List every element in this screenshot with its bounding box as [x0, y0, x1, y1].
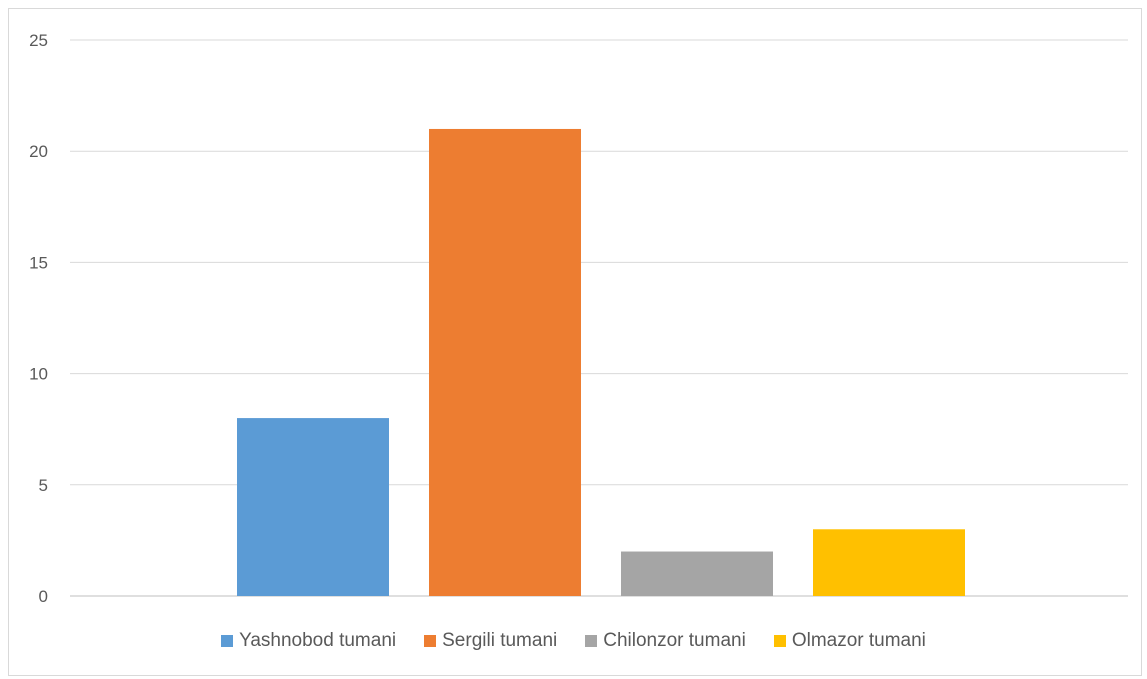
y-tick-label: 5: [39, 476, 48, 495]
legend-label: Sergili tumani: [442, 630, 558, 651]
legend-item: Yashnobod tumani: [221, 630, 396, 652]
legend-swatch: [773, 635, 786, 647]
legend-label: Olmazor tumani: [791, 630, 926, 651]
y-tick-label: 20: [29, 142, 48, 161]
bar-sergili-tumani: [429, 128, 581, 596]
legend-item: Olmazor tumani: [773, 630, 926, 652]
y-tick-label: 15: [29, 253, 48, 272]
bar-yashnobod-tumani: [237, 418, 389, 596]
legend-swatch: [585, 635, 598, 647]
legend-swatch: [424, 635, 437, 647]
legend-item: Chilonzor tumani: [585, 630, 746, 652]
legend-swatch: [221, 635, 234, 647]
legend: Yashnobod tumani Sergili tumani Chilonzor …: [0, 630, 1147, 652]
legend-label: Chilonzor tumani: [603, 630, 746, 651]
y-tick-label: 25: [29, 31, 48, 50]
y-tick-label: 10: [29, 365, 48, 384]
bars: [237, 128, 965, 596]
bar-chilonzor-tumani: [621, 551, 773, 596]
gridlines: [70, 39, 1128, 597]
bar-olmazor-tumani: [813, 529, 965, 596]
legend-item: Sergili tumani: [424, 630, 557, 652]
y-axis-ticks: 0 5 10 15 20 25: [29, 31, 48, 606]
legend-label: Yashnobod tumani: [239, 630, 397, 651]
y-tick-label: 0: [39, 587, 48, 606]
